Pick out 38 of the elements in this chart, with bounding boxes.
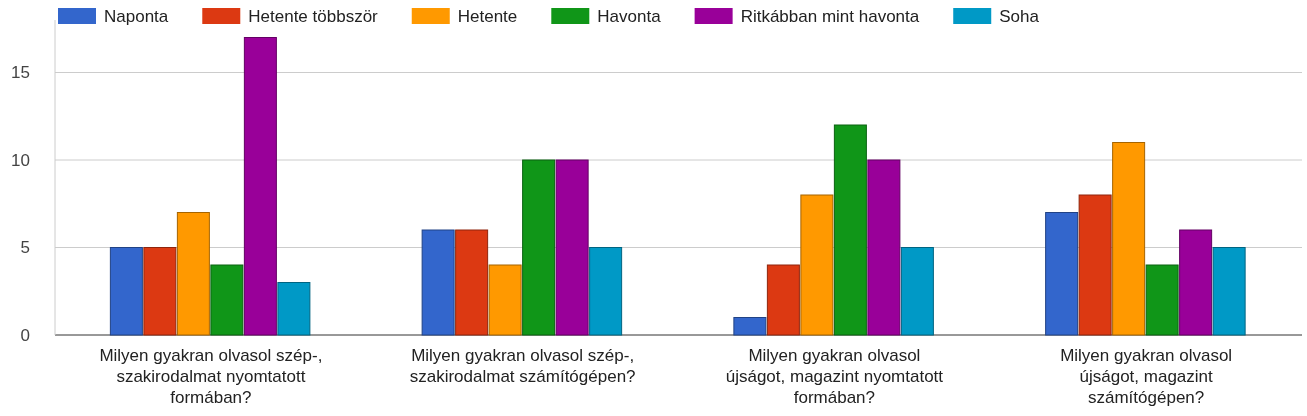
bar bbox=[143, 247, 177, 336]
x-tick-label: Milyen gyakran olvasol szép-, szakirodalmat nyomtatott formában? bbox=[99, 346, 323, 407]
bar bbox=[210, 264, 244, 336]
bar bbox=[589, 247, 623, 336]
legend-label: Ritkábban mint havonta bbox=[740, 7, 920, 26]
bar bbox=[109, 247, 143, 336]
bar bbox=[488, 264, 522, 336]
y-tick-label: 0 bbox=[20, 325, 30, 345]
bar bbox=[176, 212, 210, 336]
x-tick-label: Milyen gyakran olvasol újságot, magazint számítógépen? bbox=[1060, 346, 1233, 407]
bar bbox=[455, 229, 489, 336]
bar bbox=[900, 247, 934, 336]
y-tick-label: 5 bbox=[20, 238, 30, 258]
bar bbox=[243, 37, 277, 336]
legend-label: Soha bbox=[999, 7, 1040, 26]
x-tick-label: Milyen gyakran olvasol újságot, magazint nyomtatott formában? bbox=[725, 346, 944, 407]
bar bbox=[800, 194, 834, 336]
legend-label: Hetente többször bbox=[248, 7, 379, 26]
bar bbox=[1112, 142, 1146, 336]
bar bbox=[555, 159, 589, 336]
y-tick-label: 10 bbox=[11, 150, 30, 170]
bar bbox=[833, 124, 867, 336]
bar bbox=[1212, 247, 1246, 336]
bar bbox=[867, 159, 901, 336]
bar bbox=[421, 229, 455, 336]
bar bbox=[1145, 264, 1179, 336]
bar bbox=[766, 264, 800, 336]
bar bbox=[1045, 212, 1079, 336]
legend-label: Havonta bbox=[597, 7, 662, 26]
bar bbox=[1179, 229, 1213, 336]
bar bbox=[522, 159, 556, 336]
legend-label: Naponta bbox=[104, 7, 169, 26]
legend-label: Hetente bbox=[457, 7, 518, 26]
x-tick-label: Milyen gyakran olvasol szép-, szakirodalmat számítógépen? bbox=[409, 346, 636, 386]
y-tick-label: 15 bbox=[11, 63, 30, 83]
bar bbox=[733, 317, 767, 336]
bar bbox=[1078, 194, 1112, 336]
bar bbox=[277, 282, 311, 336]
